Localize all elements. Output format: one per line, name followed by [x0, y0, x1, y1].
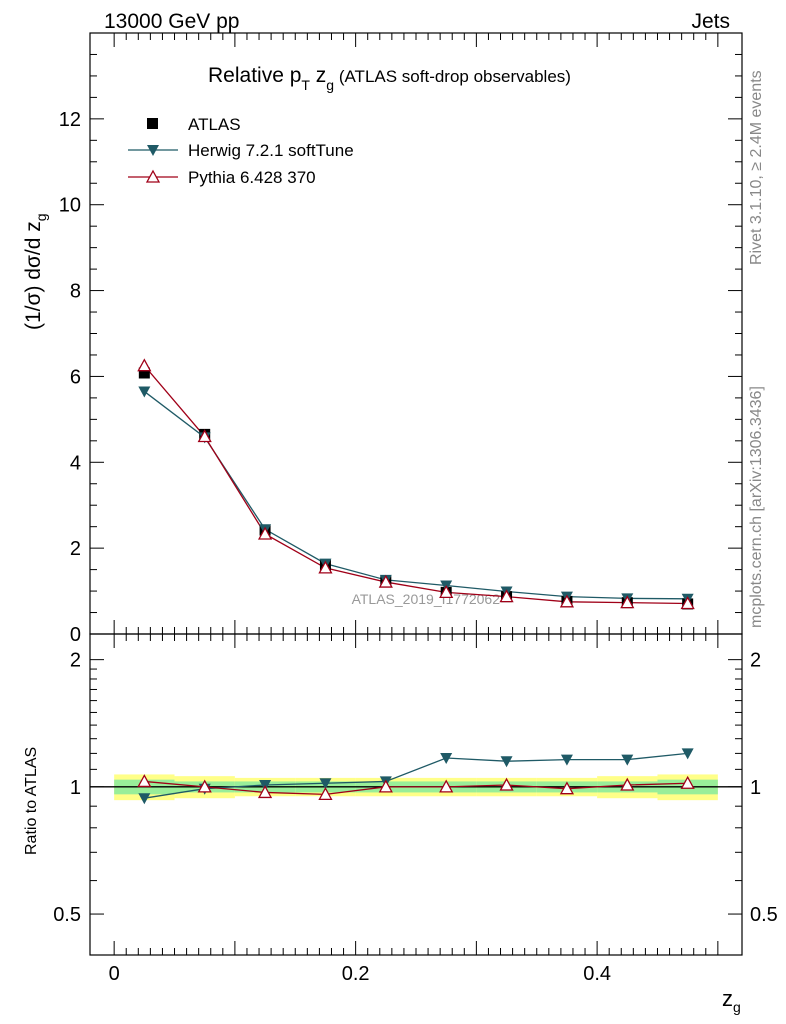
ratio-pythia-point [257, 785, 273, 799]
legend-pythia-label: Pythia 6.428 370 [188, 168, 316, 187]
y-tick-label: 6 [70, 366, 81, 388]
ylabel-text: (1/σ) dσ/d z [22, 221, 45, 330]
ratio-series [137, 748, 695, 805]
ratio-herwig-point [560, 754, 573, 766]
line-herwig [143, 390, 688, 600]
herwig-point [138, 386, 151, 398]
ratio-y-tick-label-right: 1 [750, 777, 761, 799]
legend-atlas-marker [147, 118, 158, 129]
ratio-y-tick-label: 0.5 [53, 904, 81, 926]
ratio-pythia-point [378, 779, 393, 793]
ratio-herwig-point [319, 778, 332, 790]
title-prefix: Relative p [208, 64, 301, 87]
ratio-line-herwig [144, 752, 688, 799]
pythia-point [318, 560, 333, 574]
title-sub: T [301, 77, 310, 93]
xlabel-text: z [722, 986, 733, 1011]
main-ylabel: (1/σ) dσ/d zg [22, 213, 49, 330]
pythia-point [137, 358, 152, 372]
y-tick-label: 10 [59, 195, 81, 217]
ratio-y-tick-label: 1 [70, 777, 81, 799]
legend-herwig-marker [147, 145, 159, 156]
x-tick-label: 0.2 [342, 963, 370, 985]
y-tick-label: 12 [59, 109, 81, 131]
y-tick-label: 2 [70, 538, 81, 560]
ratio-line-pythia [144, 780, 688, 795]
xlabel-sub: g [733, 999, 741, 1015]
ratio-pythia-point [318, 786, 333, 800]
title-sub2: g [326, 77, 334, 93]
y-tick-label: 4 [70, 452, 81, 474]
ylabel-sub: g [33, 213, 49, 221]
ratio-pythia-point [680, 775, 695, 789]
ratio-pythia-point [620, 777, 635, 791]
pythia-point [680, 596, 695, 610]
pythia-point [620, 595, 635, 609]
pythia-point [378, 574, 393, 588]
ratio-herwig-point [440, 753, 453, 765]
ratio-herwig-point [681, 748, 694, 760]
pythia-point [197, 429, 212, 443]
legend: ATLAS Herwig 7.2.1 softTune Pythia 6.428… [128, 115, 354, 187]
ratio-herwig-point [500, 756, 513, 768]
rivet-label: Rivet 3.1.10, ≥ 2.4M events [748, 70, 765, 265]
ratio-y-tick-label: 2 [70, 650, 81, 672]
x-tick-label: 0.4 [583, 963, 611, 985]
pythia-point [499, 589, 514, 603]
plot-title: Relative pT zg (ATLAS soft-drop observab… [208, 64, 571, 93]
pythia-point [559, 594, 575, 608]
legend-atlas-label: ATLAS [188, 115, 241, 134]
ratio-pythia-point [439, 779, 454, 793]
ratio-y-tick-label-right: 0.5 [750, 904, 778, 926]
y-tick-label: 8 [70, 281, 81, 303]
header-left: 13000 GeV pp [104, 10, 239, 33]
line-pythia [143, 365, 688, 605]
pythia-point [439, 585, 454, 599]
ratio-ylabel: Ratio to ATLAS [23, 747, 40, 855]
ratio-herwig-point [138, 793, 151, 805]
ratio-y-tick-label-right: 2 [750, 650, 761, 672]
ratio-pythia-point [197, 779, 212, 793]
header-right: Jets [691, 10, 730, 33]
main-series [137, 358, 695, 610]
pythia-point [257, 526, 273, 540]
title-middle: z [310, 64, 326, 87]
legend-herwig-label: Herwig 7.2.1 softTune [188, 141, 354, 160]
ratio-pythia-point [559, 781, 575, 795]
title-suffix: (ATLAS soft-drop observables) [334, 67, 571, 86]
x-tick-label: 0 [109, 963, 120, 985]
ratio-pythia-point [499, 777, 514, 791]
analysis-watermark: ATLAS_2019_I1772062 [352, 591, 501, 607]
ratio-herwig-point [621, 754, 634, 766]
mcplots-label: mcplots.cern.ch [arXiv:1306.3436] [748, 386, 765, 628]
atlas-point [138, 367, 150, 379]
y-tick-label: 0 [70, 624, 81, 646]
legend-pythia-marker [145, 169, 161, 183]
x-axis-label: zg [722, 986, 741, 1015]
ratio-pythia-point [137, 774, 152, 788]
